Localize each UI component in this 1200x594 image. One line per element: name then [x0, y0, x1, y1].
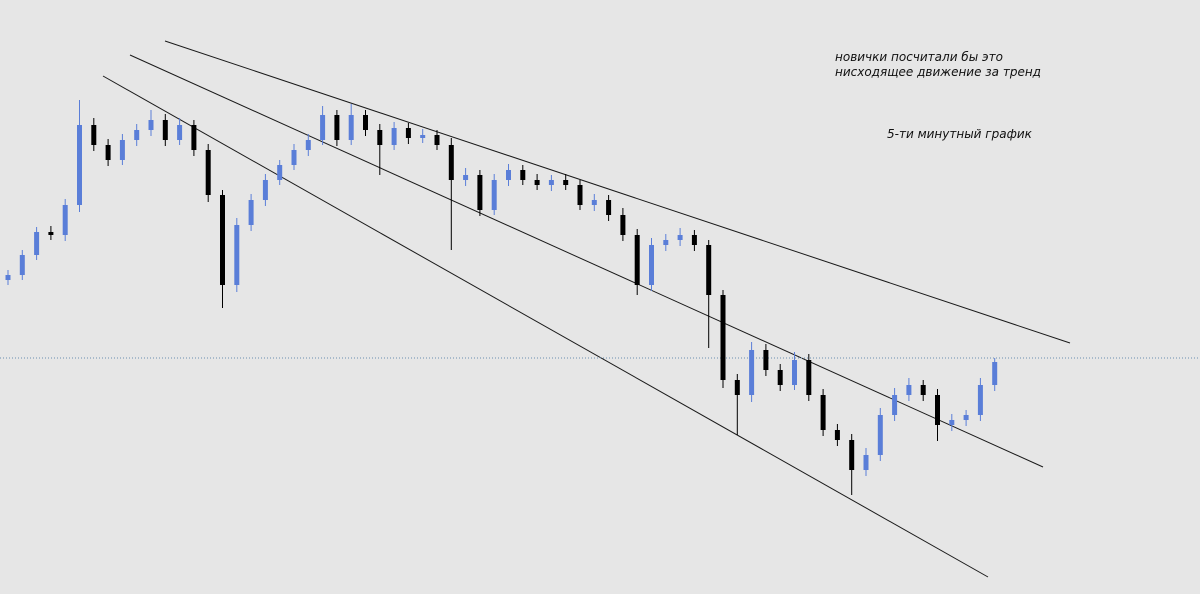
candle-body	[506, 170, 511, 180]
candle-body	[134, 130, 140, 140]
candle-body	[734, 380, 740, 395]
candle-body	[62, 205, 68, 235]
candle-body	[220, 195, 225, 285]
candle-body	[691, 235, 697, 245]
candle-body	[291, 150, 297, 165]
candle-body	[334, 115, 340, 140]
candle-body	[477, 175, 483, 210]
candle-body	[849, 440, 855, 470]
candle-body	[534, 180, 540, 185]
candle-body	[448, 145, 454, 180]
candle-body	[91, 125, 97, 145]
candle-body	[906, 385, 912, 395]
candle-body	[920, 385, 926, 395]
candle-body	[892, 395, 898, 415]
candle-body	[177, 125, 183, 140]
candle-body	[5, 275, 11, 280]
candle-body	[834, 430, 840, 440]
candle-body	[620, 215, 626, 235]
candle-body	[820, 395, 826, 430]
candle-body	[205, 150, 211, 195]
candle-body	[591, 200, 597, 205]
candle-body	[234, 225, 240, 285]
candle-body	[877, 415, 883, 455]
candle-body	[548, 180, 554, 185]
candle-body	[977, 385, 983, 415]
candle-body	[935, 395, 940, 425]
candle-body	[277, 165, 283, 180]
candle-body	[963, 415, 969, 420]
candle-body	[806, 360, 812, 395]
annotation: нисходящее движение за тренд	[835, 65, 1041, 79]
candle-body	[162, 120, 168, 140]
candle-body	[706, 245, 712, 295]
candle-body	[105, 145, 111, 160]
trend-lines	[102, 40, 1071, 578]
candle-body	[992, 362, 998, 385]
trend-line	[102, 75, 989, 578]
candle-body	[491, 180, 497, 210]
candle-body	[792, 360, 797, 385]
candle-body	[463, 175, 469, 180]
candle-body	[405, 128, 411, 138]
candle-body	[320, 115, 326, 140]
trend-line	[129, 54, 1044, 468]
candle-body	[606, 200, 612, 215]
trend-line	[164, 40, 1071, 344]
candle-body	[749, 350, 755, 395]
candle-body	[348, 115, 354, 140]
candle-body	[305, 140, 311, 150]
annotation: новички посчитали бы это	[835, 50, 1003, 64]
candle-body	[634, 235, 640, 285]
candle-body	[649, 245, 654, 285]
candle-body	[191, 125, 197, 150]
candle-body	[677, 235, 683, 240]
candle-body	[763, 350, 769, 370]
candle-body	[863, 455, 869, 470]
candle-body	[777, 370, 783, 385]
candle-body	[520, 170, 526, 180]
candle-body	[663, 240, 669, 245]
candle-body	[720, 295, 726, 380]
candle-body	[48, 232, 54, 235]
candle-body	[34, 232, 40, 255]
candle-body	[949, 420, 955, 425]
candle-body	[148, 120, 154, 130]
candle-body	[377, 130, 383, 145]
candle-body	[391, 128, 397, 145]
candle-body	[19, 255, 25, 275]
candle-body	[77, 125, 82, 205]
annotation: 5-ти минутный график	[887, 127, 1033, 141]
candle-body	[420, 135, 426, 138]
candle-body	[434, 135, 440, 145]
candle-body	[262, 180, 268, 200]
candle-body	[563, 180, 569, 185]
candle-body	[119, 140, 125, 160]
candle-body	[577, 185, 583, 205]
candle-body	[248, 200, 254, 225]
candle-body	[363, 115, 368, 130]
